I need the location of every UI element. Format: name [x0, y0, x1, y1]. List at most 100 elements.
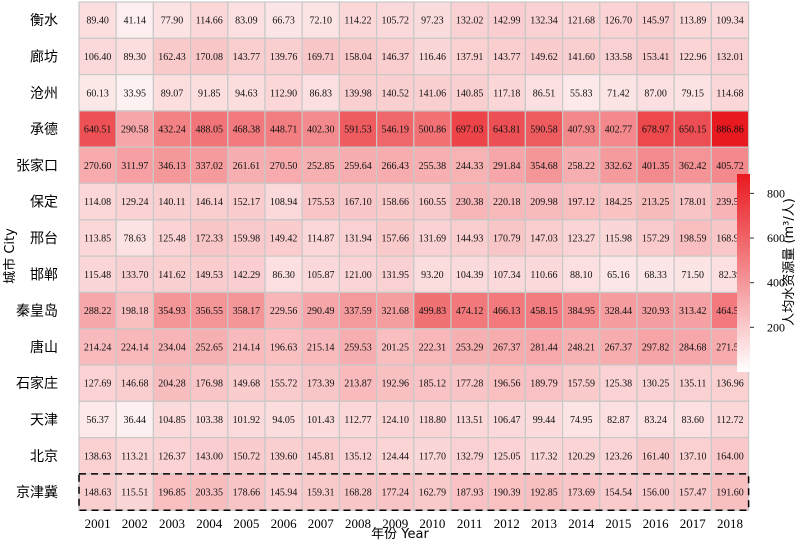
cell-value-label: 162.43: [158, 52, 186, 63]
heatmap-cell: [227, 146, 266, 185]
cell-value-label: 123.26: [605, 451, 633, 462]
heatmap-cell: [78, 364, 117, 402]
heatmap-cell: [561, 1, 601, 39]
heatmap-cell: [152, 473, 192, 511]
heatmap-cell: [673, 400, 713, 439]
cell-value-label: 142.99: [493, 16, 521, 27]
heatmap-cell: [413, 255, 452, 294]
cell-value-label: 101.43: [307, 415, 335, 426]
heatmap-cell: [450, 328, 489, 366]
heatmap-cell: [338, 473, 378, 511]
heatmap-cell: [264, 1, 303, 39]
heatmap-cell: [78, 110, 117, 148]
cell-value-label: 697.03: [456, 125, 484, 136]
cell-value-label: 83.24: [644, 415, 667, 426]
heatmap-cell: [376, 182, 415, 221]
heatmap-cell: [190, 291, 229, 330]
cell-value-label: 130.25: [642, 379, 670, 390]
cell-value-label: 160.55: [419, 197, 447, 208]
heatmap-cell: [264, 73, 303, 112]
heatmap-cell: [264, 255, 303, 294]
heatmap-cell: [78, 291, 117, 330]
heatmap-cell: [636, 291, 675, 330]
cell-value-label: 161.40: [642, 451, 670, 462]
cell-value-label: 103.38: [195, 415, 223, 426]
cell-value-label: 167.10: [344, 197, 372, 208]
cell-value-label: 198.59: [679, 233, 707, 244]
cell-value-label: 116.46: [419, 52, 446, 63]
cell-value-label: 33.95: [124, 88, 147, 99]
cell-value-label: 284.68: [679, 342, 707, 353]
cell-value-label: 120.29: [567, 451, 595, 462]
cell-value-label: 214.24: [84, 342, 112, 353]
cell-value-label: 82.39: [719, 270, 742, 281]
cell-value-label: 290.49: [307, 306, 335, 317]
heatmap-cell: [487, 437, 527, 475]
heatmap-cell: [524, 219, 564, 257]
cell-value-label: 141.62: [158, 270, 186, 281]
cell-value-label: 91.85: [198, 88, 221, 99]
heatmap-cell: [152, 400, 192, 439]
cell-value-label: 86.83: [310, 88, 333, 99]
cell-value-label: 291.84: [493, 161, 521, 172]
cell-value-label: 125.38: [605, 379, 633, 390]
cell-value-label: 354.68: [530, 161, 558, 172]
cell-value-label: 129.24: [121, 197, 149, 208]
cell-value-label: 432.24: [158, 125, 186, 136]
heatmap-cell: [152, 219, 192, 257]
colorbar-tick-label: 200: [767, 320, 785, 334]
heatmap-cell: [115, 1, 154, 39]
column-label: 2007: [308, 516, 335, 531]
cell-value-label: 125.48: [158, 233, 186, 244]
colorbar-tick-label: 600: [767, 231, 785, 245]
cell-value-label: 118.80: [419, 415, 446, 426]
heatmap-cell: [301, 255, 341, 294]
heatmap-cell: [710, 110, 750, 148]
cell-value-label: 88.10: [570, 270, 593, 281]
cell-value-label: 402.30: [307, 125, 335, 136]
cell-value-label: 170.08: [195, 52, 223, 63]
cell-value-label: 176.98: [195, 379, 223, 390]
heatmap-cell: [524, 255, 564, 294]
heatmap-cell: [78, 182, 117, 221]
cell-value-label: 175.53: [307, 197, 335, 208]
cell-value-label: 320.93: [642, 306, 670, 317]
cell-value-label: 464.55: [716, 306, 744, 317]
cell-value-label: 137.10: [679, 451, 707, 462]
heatmap-cell: [376, 73, 415, 112]
cell-value-label: 65.16: [607, 270, 630, 281]
cell-value-label: 109.34: [716, 16, 744, 27]
heatmap-cell: [115, 110, 154, 148]
heatmap-cell: [264, 182, 303, 221]
cell-value-label: 213.87: [344, 379, 372, 390]
cell-value-label: 71.50: [682, 270, 705, 281]
heatmap-cell: [78, 146, 117, 185]
cell-value-label: 252.85: [307, 161, 335, 172]
cell-value-label: 83.09: [235, 16, 258, 27]
cell-value-label: 138.63: [84, 451, 112, 462]
cell-value-label: 112.72: [716, 415, 743, 426]
column-label: 2017: [680, 516, 707, 531]
cell-value-label: 458.15: [530, 306, 558, 317]
heatmap-cell: [636, 1, 675, 39]
cell-value-label: 259.53: [344, 342, 372, 353]
cell-value-label: 145.81: [307, 451, 335, 462]
cell-value-label: 157.59: [567, 379, 595, 390]
cell-value-label: 145.97: [642, 16, 670, 27]
heatmap-cell: [78, 73, 117, 112]
heatmap-cell: [599, 182, 638, 221]
cell-value-label: 281.44: [530, 342, 558, 353]
heatmap-cell: [636, 400, 675, 439]
heatmap-cell: [190, 364, 229, 402]
cell-value-label: 270.50: [270, 161, 298, 172]
cell-value-label: 83.60: [682, 415, 705, 426]
cell-value-label: 113.51: [456, 415, 483, 426]
cell-value-label: 159.31: [307, 488, 335, 499]
colorbar-title: 人均水资源量 (m³/人): [782, 198, 797, 326]
cell-value-label: 187.93: [456, 488, 484, 499]
cell-value-label: 114.68: [716, 88, 743, 99]
cell-value-label: 448.71: [270, 125, 298, 136]
heatmap-cell: [227, 37, 266, 76]
heatmap-cell: [115, 328, 154, 366]
